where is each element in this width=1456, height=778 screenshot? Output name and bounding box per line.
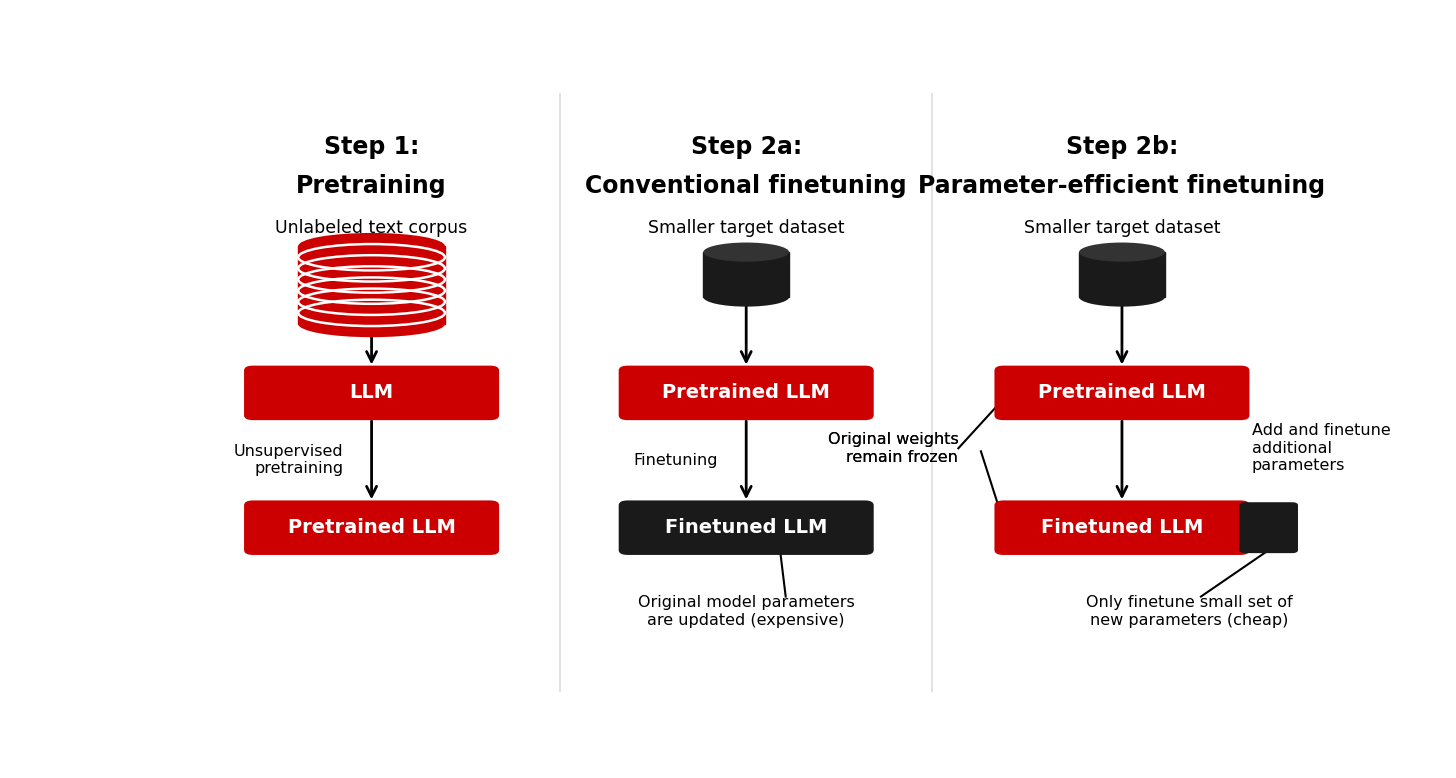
Ellipse shape — [703, 287, 789, 307]
Ellipse shape — [298, 311, 446, 337]
Text: Original weights
remain frozen: Original weights remain frozen — [827, 432, 958, 464]
Text: Pretrained LLM: Pretrained LLM — [662, 384, 830, 402]
Text: Finetuned LLM: Finetuned LLM — [665, 518, 827, 537]
Text: Step 2b:: Step 2b: — [1066, 135, 1178, 159]
Text: Add and finetune
additional
parameters: Add and finetune additional parameters — [1252, 423, 1390, 473]
FancyBboxPatch shape — [245, 500, 499, 555]
Text: Step 2a:: Step 2a: — [690, 135, 802, 159]
Ellipse shape — [298, 233, 446, 259]
Ellipse shape — [1079, 287, 1165, 307]
Bar — [703, 252, 789, 297]
Text: Step 1:: Step 1: — [323, 135, 419, 159]
Text: Pretrained LLM: Pretrained LLM — [1038, 384, 1206, 402]
Text: Smaller target dataset: Smaller target dataset — [648, 219, 844, 237]
Text: Unsupervised
pretraining: Unsupervised pretraining — [234, 444, 344, 476]
Bar — [298, 246, 446, 324]
FancyBboxPatch shape — [619, 366, 874, 420]
Text: Unlabeled text corpus: Unlabeled text corpus — [275, 219, 467, 237]
Text: Parameter-efficient finetuning: Parameter-efficient finetuning — [919, 174, 1325, 198]
Text: Original weights
remain frozen: Original weights remain frozen — [827, 432, 958, 464]
Text: Finetuning: Finetuning — [633, 453, 718, 468]
FancyBboxPatch shape — [245, 366, 499, 420]
Text: Only finetune small set of
new parameters (cheap): Only finetune small set of new parameter… — [1086, 595, 1293, 628]
Text: Pretrained LLM: Pretrained LLM — [288, 518, 456, 537]
Text: Original model parameters
are updated (expensive): Original model parameters are updated (e… — [638, 595, 855, 628]
FancyBboxPatch shape — [994, 366, 1249, 420]
FancyBboxPatch shape — [1239, 503, 1297, 553]
FancyBboxPatch shape — [619, 500, 874, 555]
Ellipse shape — [703, 243, 789, 261]
FancyBboxPatch shape — [994, 500, 1249, 555]
Bar — [1079, 252, 1165, 297]
Text: Finetuned LLM: Finetuned LLM — [1041, 518, 1203, 537]
Text: Pretraining: Pretraining — [296, 174, 447, 198]
Text: Conventional finetuning: Conventional finetuning — [585, 174, 907, 198]
Ellipse shape — [1079, 243, 1165, 261]
Text: LLM: LLM — [349, 384, 393, 402]
Text: Smaller target dataset: Smaller target dataset — [1024, 219, 1220, 237]
